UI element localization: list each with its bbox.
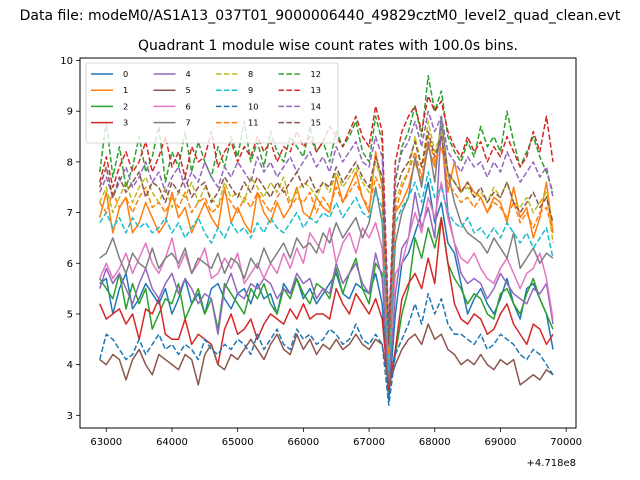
- series-line-8: [99, 120, 554, 366]
- legend-label-7: 7: [186, 118, 191, 128]
- legend-label-15: 15: [311, 118, 321, 128]
- x-tick-label: 67000: [353, 437, 385, 448]
- x-tick-label: 65000: [222, 437, 254, 448]
- legend-label-8: 8: [248, 69, 253, 79]
- y-tick-label: 5: [67, 309, 73, 320]
- legend-label-10: 10: [248, 101, 258, 111]
- series-line-14: [99, 110, 554, 335]
- series-line-9: [99, 171, 554, 371]
- legend-label-5: 5: [186, 85, 191, 95]
- y-tick-label: 6: [67, 259, 73, 270]
- y-tick-label: 10: [60, 56, 73, 67]
- legend-label-14: 14: [311, 101, 321, 111]
- legend-label-9: 9: [248, 85, 253, 95]
- chart-title: Quadrant 1 module wise count rates with …: [138, 38, 518, 54]
- series-line-10: [98, 292, 554, 406]
- legend-label-1: 1: [123, 85, 128, 95]
- figure-suptitle: Data file: modeM0/AS1A13_037T01_90000064…: [20, 8, 621, 24]
- x-tick-label: 70000: [550, 437, 582, 448]
- x-tick-label: 63000: [90, 437, 122, 448]
- y-tick-label: 3: [67, 411, 73, 422]
- series-line-2: [99, 216, 554, 391]
- series-line-4: [98, 125, 554, 386]
- x-tick-label: 68000: [419, 437, 451, 448]
- x-tick-label: 69000: [485, 437, 517, 448]
- y-tick-label: 8: [67, 157, 73, 168]
- legend-label-3: 3: [123, 118, 128, 128]
- legend-box: [85, 62, 339, 144]
- series-line-6: [99, 181, 554, 361]
- y-tick-label: 4: [67, 360, 73, 371]
- legend-label-13: 13: [311, 85, 321, 95]
- y-tick-label: 9: [67, 107, 73, 118]
- series-line-5: [99, 323, 554, 386]
- series-line-0: [99, 181, 554, 401]
- legend-label-12: 12: [311, 69, 321, 79]
- y-tick-label: 7: [67, 208, 73, 219]
- legend-label-4: 4: [186, 69, 191, 79]
- legend-label-11: 11: [248, 118, 258, 128]
- legend-label-6: 6: [186, 101, 191, 111]
- plot-area-frame: [79, 57, 577, 429]
- x-tick-label: 64000: [156, 437, 188, 448]
- x-axis-offset-label: +4.718e8: [526, 458, 576, 469]
- series-line-3: [99, 216, 554, 391]
- legend-label-2: 2: [123, 101, 128, 111]
- series-line-7: [99, 115, 554, 376]
- legend-label-0: 0: [123, 69, 128, 79]
- series-line-15: [98, 130, 554, 346]
- x-tick-label: 66000: [287, 437, 319, 448]
